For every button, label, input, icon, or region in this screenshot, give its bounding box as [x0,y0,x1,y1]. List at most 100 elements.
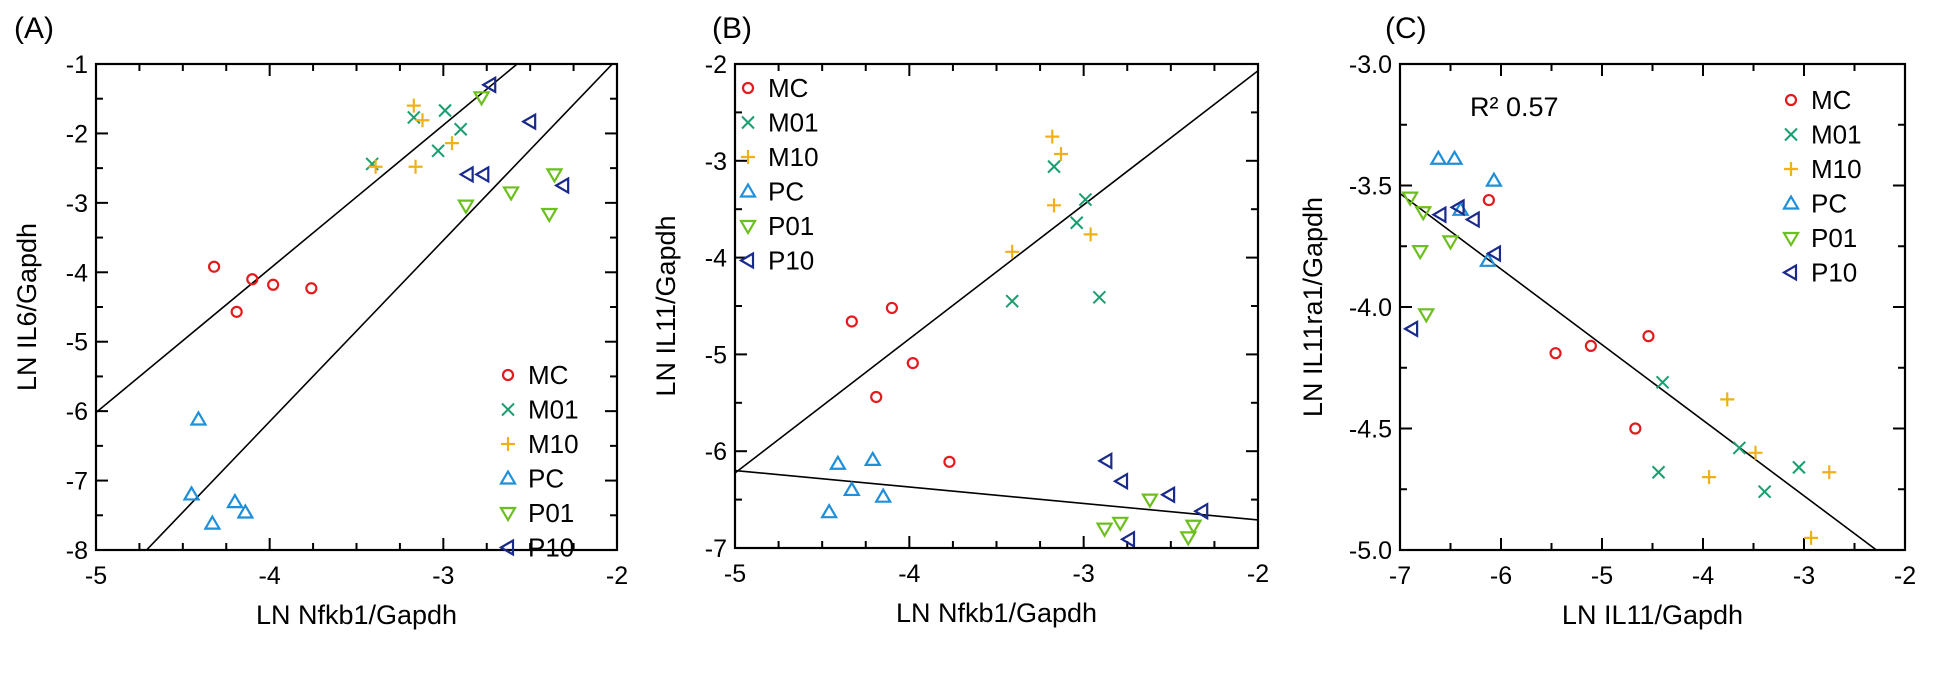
x-tick-label: -7 [1389,562,1411,590]
triangle-up-marker [1782,194,1800,210]
triangle-up-marker [1445,149,1464,165]
legend-label: M01 [1811,120,1862,150]
fit-lines [735,70,1258,521]
triangle-down-marker [540,207,559,224]
circle-marker [267,278,280,291]
triangle-up-marker [236,503,255,519]
legend-label: M10 [768,142,819,172]
panel-2: (C) -7 -6 -5 -4 -3 -2 -5.0 -4.5 -4.0 -3.5 -3.0 LN IL… [1298,12,1916,630]
panel-label: (B) [712,12,752,45]
circle-marker [870,390,883,404]
x-tick-label: -2 [1894,562,1916,590]
triangle-up-marker [863,450,882,467]
plus-marker [445,136,460,151]
y-tick-label: -8 [66,537,88,565]
x-marker [1792,460,1806,475]
plus-marker [1784,162,1798,176]
plus-marker [1720,392,1735,407]
fit-line [735,469,1258,521]
y-tick-label: -2 [705,51,727,79]
triangle-down-marker [472,91,491,107]
plus-marker [1804,530,1819,545]
fit-line [1400,192,1878,550]
plus-marker [1047,198,1062,213]
legend-label: P10 [528,533,574,563]
legend-label: P01 [768,211,814,241]
circle-marker [845,315,858,328]
legend-label: P01 [1811,223,1857,253]
plus-marker [406,98,421,113]
x-tick-label: -5 [85,562,107,590]
plus-marker [1748,445,1763,460]
plus-marker [1005,244,1020,259]
fit-line [735,70,1258,474]
triangle-down-marker [1184,519,1203,535]
triangle-left-marker [1112,472,1129,491]
panel-label: (C) [1385,12,1427,45]
legend-label: P10 [768,246,814,276]
triangle-up-marker [874,487,893,503]
series-M10 [368,98,460,174]
triangle-left-marker [1159,485,1176,504]
triangle-left-marker [1119,530,1136,549]
triangle-up-marker [203,514,222,530]
plot-frame [733,62,1260,550]
x-tick-label: -4 [1692,562,1714,590]
circle-marker [885,301,899,315]
x-marker [1069,216,1084,230]
y-tick-label: -7 [705,535,727,563]
triangle-left-marker [474,165,490,184]
series-MC [1482,193,1655,435]
x-marker [1078,192,1093,207]
legend-label: M10 [1811,154,1862,184]
x-marker [1047,159,1061,174]
y-tick-label: -7 [66,468,88,496]
y-tick-label: -4 [705,245,727,273]
legend-label: P10 [1811,258,1857,288]
circle-marker [305,282,318,295]
triangle-left-marker [1449,198,1465,217]
x-tick-label: -6 [1490,562,1512,590]
y-tick-label: -6 [66,398,88,426]
series-MC [845,301,956,468]
series-P01 [456,91,564,224]
x-axis-label: LN IL11/Gapdh [1562,600,1743,630]
circle-marker [943,455,956,468]
y-axis-label: LN IL6/Gapdh [12,223,42,391]
fit-line [96,64,519,414]
panel-0: (A) -5 -4 -3 -2 -8 -7 -6 -5 -4 -3 -2 -1 LN Nfkb1/Gapd… [12,12,628,630]
y-tick-label: -4 [66,259,88,287]
triangle-down-marker [1414,206,1433,222]
y-tick-label: -3 [66,190,88,218]
plus-marker [408,159,423,174]
legend-label: MC [1811,85,1851,115]
plot-frame [1398,62,1907,552]
triangle-down-marker [1179,531,1198,547]
y-tick-label: -5 [66,329,88,357]
triangle-up-marker [226,492,244,509]
circle-marker [1629,422,1642,435]
triangle-down-marker [1095,522,1114,538]
triangle-left-marker [738,251,755,270]
triangle-up-marker [1478,251,1497,267]
triangle-down-marker [1782,231,1800,248]
y-tick-label: -2 [66,120,88,148]
panel-label: (A) [14,12,54,45]
circle-marker [906,357,919,370]
triangle-down-marker [1441,235,1460,251]
y-tick-label: -4.5 [1349,416,1392,444]
x-marker [1732,441,1747,455]
series-P10 [1402,198,1502,338]
series-M01 [1651,375,1806,499]
circle-marker [741,81,755,95]
circle-marker [1784,93,1798,107]
legend-label: MC [528,360,568,390]
legend-label: M10 [528,429,579,459]
triangle-left-marker [458,165,474,184]
fit-lines [96,64,614,550]
circle-marker [230,305,243,318]
fit-lines [1400,192,1878,550]
x-marker [431,144,445,158]
y-tick-label: -5.0 [1349,537,1392,565]
